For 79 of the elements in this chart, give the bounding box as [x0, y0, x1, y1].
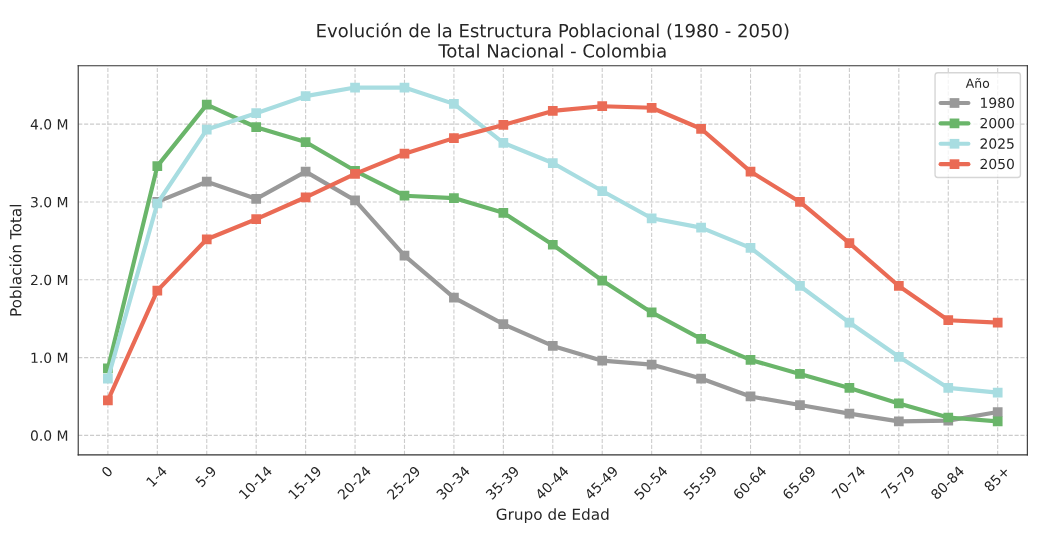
point: [893, 281, 904, 291]
point: [350, 82, 360, 93]
point: [399, 148, 410, 159]
x-tick-label: 0: [100, 465, 114, 478]
point: [745, 242, 756, 253]
y-tick-label: 3.0 M: [31, 196, 68, 208]
point: [201, 124, 212, 135]
point: [597, 275, 608, 286]
chart-title: Evolución de la Estructura Poblacional (1980 - 2050) Total Nacional - Colombia: [317, 22, 789, 58]
point: [251, 108, 262, 119]
point: [201, 234, 212, 245]
point: [597, 186, 608, 196]
point: [696, 334, 706, 344]
point: [350, 195, 360, 206]
point: [893, 416, 904, 427]
point: [498, 319, 509, 329]
point: [844, 238, 855, 249]
point: [103, 373, 113, 384]
y-axis-title: Población Total: [9, 204, 22, 316]
point: [201, 99, 212, 110]
point: [795, 400, 805, 410]
point: [251, 193, 262, 204]
point: [449, 292, 459, 303]
point: [498, 120, 509, 130]
point: [646, 359, 657, 370]
point: [547, 106, 558, 116]
legend-title: Año: [965, 78, 990, 88]
point: [795, 281, 805, 291]
point: [597, 101, 608, 112]
x-tick-label: 85+: [983, 465, 1010, 493]
point: [943, 315, 954, 326]
point: [597, 355, 608, 366]
point: [893, 398, 904, 409]
y-tick-label: 0.0 M: [30, 430, 68, 441]
y-tick-label: 4.0 M: [30, 119, 68, 130]
x-tick-label: 1-4: [145, 465, 168, 487]
point: [547, 158, 558, 168]
point: [251, 122, 262, 133]
point: [795, 197, 805, 207]
point: [696, 373, 706, 384]
point: [893, 351, 904, 362]
point: [547, 239, 558, 250]
legend-label: 2000: [980, 117, 1014, 129]
point: [547, 341, 558, 351]
point: [449, 133, 459, 143]
point: [399, 190, 410, 201]
point: [844, 383, 855, 393]
legend-label: 2025: [980, 138, 1014, 149]
point: [696, 123, 706, 134]
point: [498, 207, 509, 218]
x-tick-label: 5-9: [194, 465, 217, 488]
point: [992, 416, 1003, 427]
legend-label: 1980: [981, 97, 1014, 109]
point: [449, 193, 459, 203]
point: [152, 285, 163, 296]
point: [350, 169, 360, 179]
point: [103, 395, 113, 406]
point: [696, 222, 706, 233]
point: [992, 407, 1003, 417]
point: [498, 137, 509, 148]
y-tick-label: 1.0 M: [31, 352, 68, 364]
point: [300, 91, 311, 101]
point: [745, 355, 756, 365]
y-tick-label: 2.0 M: [31, 274, 68, 286]
point: [992, 317, 1003, 328]
point: [992, 387, 1003, 398]
x-axis-title: Grupo de Edad: [496, 508, 609, 523]
point: [251, 214, 262, 224]
point: [795, 369, 805, 379]
point: [646, 213, 657, 224]
point: [152, 161, 163, 171]
point: [449, 99, 459, 109]
point: [646, 102, 657, 113]
legend-label: 2050: [980, 158, 1014, 170]
point: [646, 307, 657, 318]
point: [943, 383, 954, 393]
point: [300, 192, 311, 203]
point: [300, 137, 311, 147]
point: [201, 176, 212, 187]
